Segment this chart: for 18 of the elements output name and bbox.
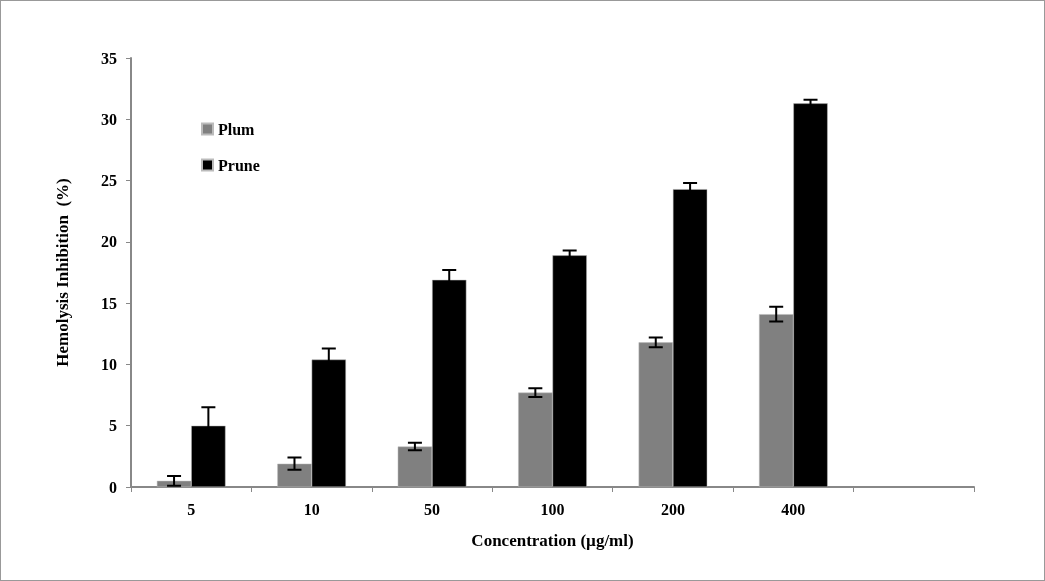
x-tick-label: 10 xyxy=(303,500,320,518)
y-tick-label: 20 xyxy=(101,233,117,251)
y-tick-label: 25 xyxy=(101,172,117,190)
y-tick-label: 10 xyxy=(101,355,117,373)
y-tick-label: 30 xyxy=(101,110,117,128)
y-tick-label: 15 xyxy=(101,294,117,312)
legend-label: Plum xyxy=(218,120,256,138)
y-tick-label: 5 xyxy=(109,417,117,435)
x-tick-label: 50 xyxy=(424,500,441,518)
y-tick-label: 0 xyxy=(109,478,117,496)
x-tick-label: 5 xyxy=(187,500,196,518)
y-tick-label: 35 xyxy=(101,49,117,67)
x-tick-label: 200 xyxy=(660,500,685,518)
x-axis-title: Concentration (µg/ml) xyxy=(471,531,634,550)
x-tick-label: 400 xyxy=(781,500,806,518)
x-tick-label: 100 xyxy=(540,500,565,518)
y-axis-title: Hemolysis Inhibition (%) xyxy=(53,178,72,367)
legend-label: Prune xyxy=(218,156,260,174)
